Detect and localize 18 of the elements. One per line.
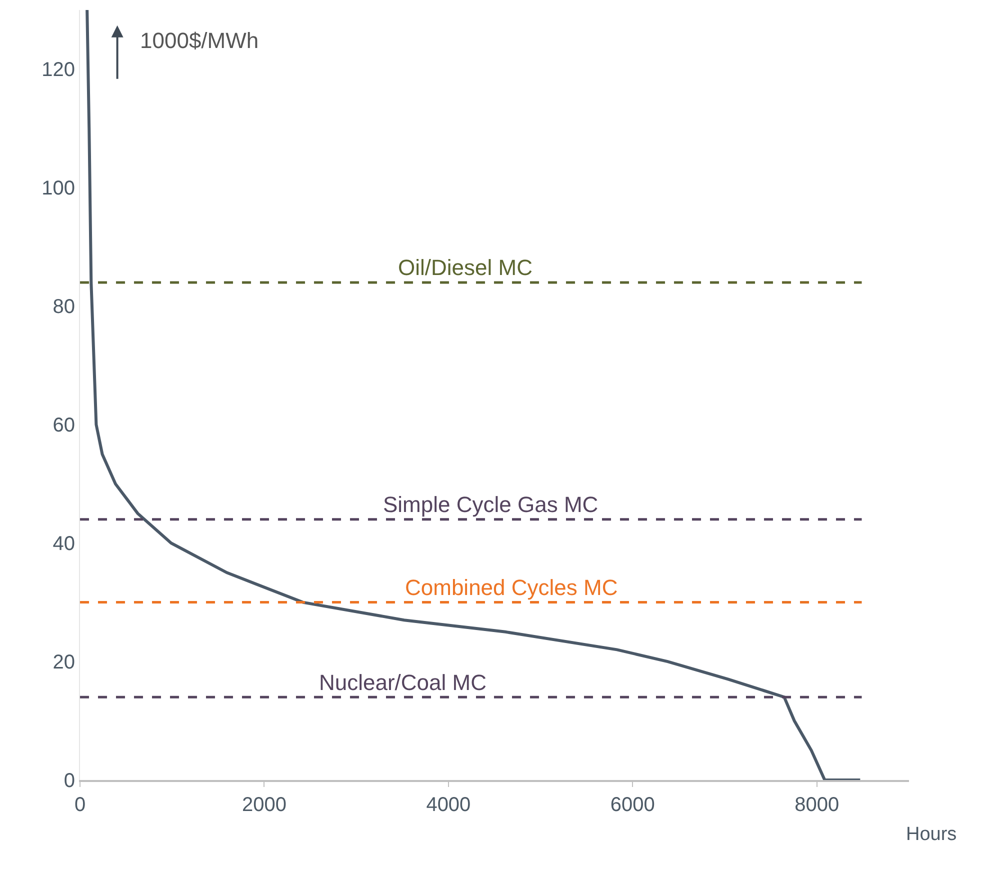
y-tick-label: 80 <box>52 296 75 318</box>
ref-line-label: Nuclear/Coal MC <box>319 670 487 695</box>
line-series <box>86 10 862 780</box>
x-tick-label: 4000 <box>426 794 471 816</box>
y-tick-label: 0 <box>64 770 75 792</box>
ref-line-label: Oil/Diesel MC <box>398 255 533 280</box>
x-axis-title: Hours <box>906 824 957 845</box>
y-tick-label: 60 <box>52 414 75 437</box>
y-tick-label: 20 <box>52 652 75 674</box>
y-tick-label: 40 <box>52 533 75 556</box>
y-tick-label: 100 <box>42 178 75 200</box>
y-tick-label: 120 <box>42 59 75 82</box>
ref-line-label: Combined Cycles MC <box>405 575 618 600</box>
x-tick-label: 6000 <box>610 794 655 816</box>
annotation: 1000$/MWh <box>140 28 259 53</box>
x-tick-label: 8000 <box>794 794 840 816</box>
x-tick-label: 2000 <box>242 794 286 816</box>
ref-line-label: Simple Cycle Gas MC <box>383 492 598 517</box>
